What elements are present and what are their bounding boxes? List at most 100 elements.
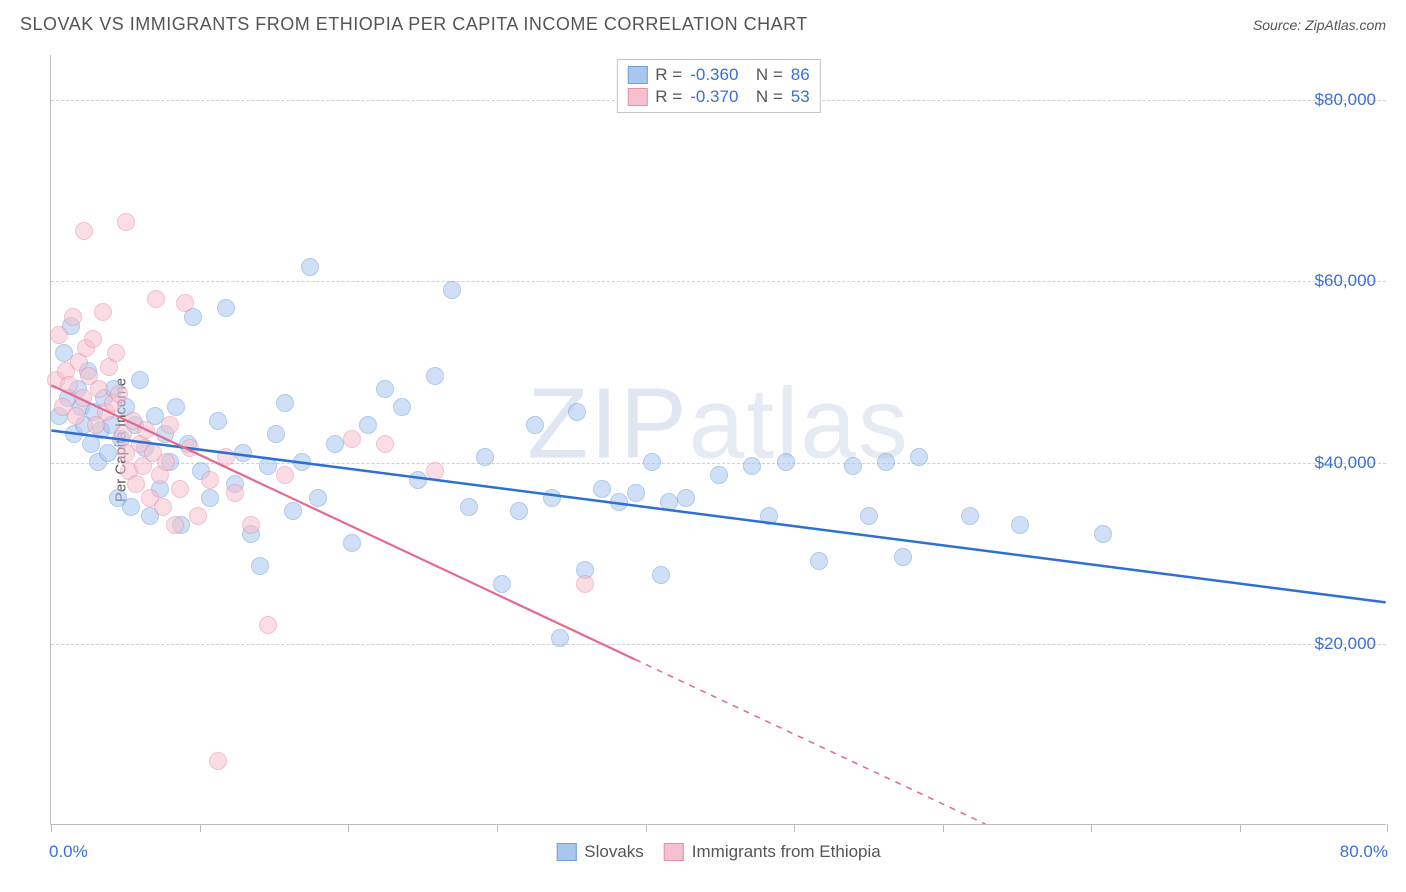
data-point — [154, 498, 172, 516]
x-tick — [1240, 824, 1241, 832]
trend-line-dashed — [635, 659, 985, 824]
data-point — [276, 466, 294, 484]
x-tick — [1091, 824, 1092, 832]
data-point — [157, 453, 175, 471]
x-axis-max-label: 80.0% — [1340, 842, 1388, 862]
chart-title: SLOVAK VS IMMIGRANTS FROM ETHIOPIA PER C… — [20, 14, 808, 35]
data-point — [84, 330, 102, 348]
data-point — [460, 498, 478, 516]
gridline — [51, 281, 1386, 282]
y-tick-label: $40,000 — [1315, 453, 1376, 473]
data-point — [147, 290, 165, 308]
data-point — [201, 489, 219, 507]
data-point — [75, 222, 93, 240]
data-point — [107, 344, 125, 362]
data-point — [343, 430, 361, 448]
x-tick — [1387, 824, 1388, 832]
data-point — [242, 516, 260, 534]
data-point — [343, 534, 361, 552]
data-point — [326, 435, 344, 453]
legend-label: Slovaks — [584, 842, 644, 862]
data-point — [64, 308, 82, 326]
data-point — [94, 303, 112, 321]
x-tick — [646, 824, 647, 832]
data-point — [167, 398, 185, 416]
data-point — [551, 629, 569, 647]
data-point — [543, 489, 561, 507]
data-point — [627, 484, 645, 502]
data-point — [209, 752, 227, 770]
data-point — [189, 507, 207, 525]
data-point — [284, 502, 302, 520]
data-point — [844, 457, 862, 475]
x-tick — [497, 824, 498, 832]
x-tick — [943, 824, 944, 832]
stat-legend: R = -0.360 N = 86R = -0.370 N = 53 — [616, 59, 820, 113]
data-point — [117, 213, 135, 231]
legend-swatch — [627, 66, 647, 84]
data-point — [610, 493, 628, 511]
data-point — [376, 435, 394, 453]
data-point — [910, 448, 928, 466]
data-point — [426, 367, 444, 385]
data-point — [593, 480, 611, 498]
stat-n-value: 86 — [791, 65, 810, 85]
series-legend: Slovaks Immigrants from Ethiopia — [556, 842, 880, 862]
data-point — [122, 498, 140, 516]
data-point — [176, 294, 194, 312]
data-point — [276, 394, 294, 412]
y-tick-label: $60,000 — [1315, 271, 1376, 291]
data-point — [493, 575, 511, 593]
data-point — [510, 502, 528, 520]
data-point — [393, 398, 411, 416]
data-point — [1094, 525, 1112, 543]
data-point — [652, 566, 670, 584]
data-point — [137, 421, 155, 439]
data-point — [409, 471, 427, 489]
data-point — [526, 416, 544, 434]
data-point — [710, 466, 728, 484]
data-point — [1011, 516, 1029, 534]
data-point — [171, 480, 189, 498]
data-point — [293, 453, 311, 471]
data-point — [877, 453, 895, 471]
data-point — [301, 258, 319, 276]
data-point — [743, 457, 761, 475]
data-point — [309, 489, 327, 507]
data-point — [961, 507, 979, 525]
stat-n-label: N = — [746, 65, 782, 85]
data-point — [568, 403, 586, 421]
data-point — [181, 439, 199, 457]
x-tick — [200, 824, 201, 832]
data-point — [74, 389, 92, 407]
data-point — [894, 548, 912, 566]
data-point — [860, 507, 878, 525]
data-point — [131, 371, 149, 389]
data-point — [259, 457, 277, 475]
data-point — [201, 471, 219, 489]
stat-n-label: N = — [746, 87, 782, 107]
data-point — [226, 484, 244, 502]
data-point — [576, 575, 594, 593]
data-point — [67, 407, 85, 425]
stat-r-value: -0.370 — [690, 87, 738, 107]
data-point — [209, 412, 227, 430]
stat-r-label: R = — [655, 65, 682, 85]
stat-legend-row: R = -0.370 N = 53 — [627, 86, 809, 108]
data-point — [426, 462, 444, 480]
y-tick-label: $20,000 — [1315, 634, 1376, 654]
plot-area: Per Capita Income ZIPatlas $20,000$40,00… — [50, 55, 1386, 825]
legend-label: Immigrants from Ethiopia — [692, 842, 881, 862]
stat-r-value: -0.360 — [690, 65, 738, 85]
legend-swatch — [556, 843, 576, 861]
data-point — [166, 516, 184, 534]
data-point — [161, 416, 179, 434]
stat-legend-row: R = -0.360 N = 86 — [627, 64, 809, 86]
data-point — [234, 444, 252, 462]
x-tick — [51, 824, 52, 832]
data-point — [267, 425, 285, 443]
data-point — [760, 507, 778, 525]
data-point — [476, 448, 494, 466]
data-point — [50, 326, 68, 344]
source-label: Source: ZipAtlas.com — [1253, 17, 1386, 33]
